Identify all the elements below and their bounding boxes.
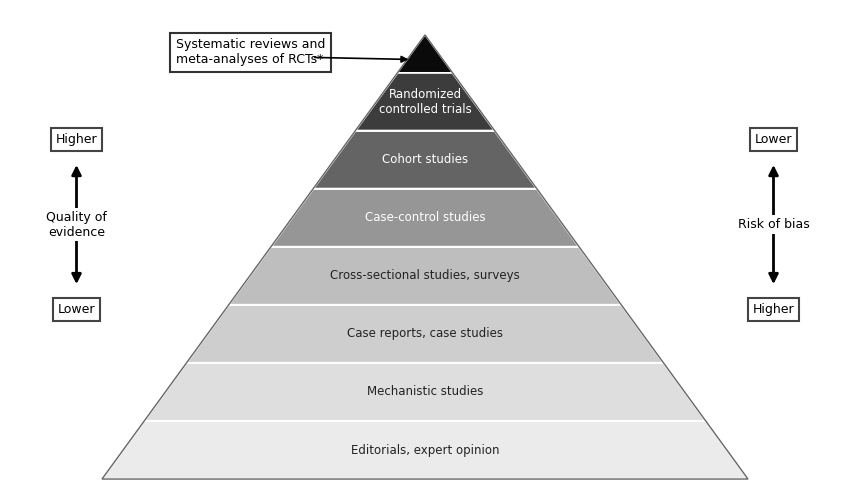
Polygon shape	[186, 305, 664, 363]
Polygon shape	[144, 363, 705, 421]
Text: Randomized
controlled trials: Randomized controlled trials	[378, 88, 472, 116]
Text: Mechanistic studies: Mechanistic studies	[367, 385, 483, 399]
Text: Lower: Lower	[58, 303, 95, 316]
Text: Lower: Lower	[755, 133, 792, 146]
Text: Case-control studies: Case-control studies	[365, 211, 485, 225]
Text: Editorials, expert opinion: Editorials, expert opinion	[351, 444, 499, 457]
Text: Case reports, case studies: Case reports, case studies	[347, 327, 503, 340]
Polygon shape	[102, 421, 748, 479]
Text: Quality of
evidence: Quality of evidence	[46, 211, 107, 239]
Text: Systematic reviews and
meta-analyses of RCTs*: Systematic reviews and meta-analyses of …	[176, 38, 326, 66]
Polygon shape	[398, 35, 452, 73]
Text: Risk of bias: Risk of bias	[738, 218, 809, 231]
Text: Cross-sectional studies, surveys: Cross-sectional studies, surveys	[330, 269, 520, 282]
Polygon shape	[229, 247, 621, 305]
Text: Cohort studies: Cohort studies	[382, 153, 468, 166]
Polygon shape	[313, 131, 537, 189]
Text: Higher: Higher	[56, 133, 97, 146]
Text: Higher: Higher	[753, 303, 794, 316]
Polygon shape	[355, 73, 495, 131]
Polygon shape	[271, 189, 579, 247]
